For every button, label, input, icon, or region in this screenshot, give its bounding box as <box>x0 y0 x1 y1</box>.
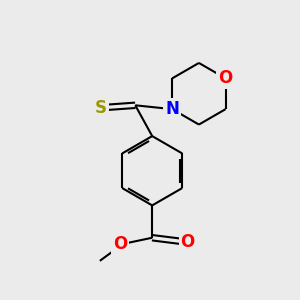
Text: O: O <box>218 69 233 87</box>
Text: S: S <box>94 99 106 117</box>
Text: O: O <box>113 235 127 253</box>
Text: N: N <box>165 100 179 118</box>
Text: O: O <box>181 232 195 250</box>
